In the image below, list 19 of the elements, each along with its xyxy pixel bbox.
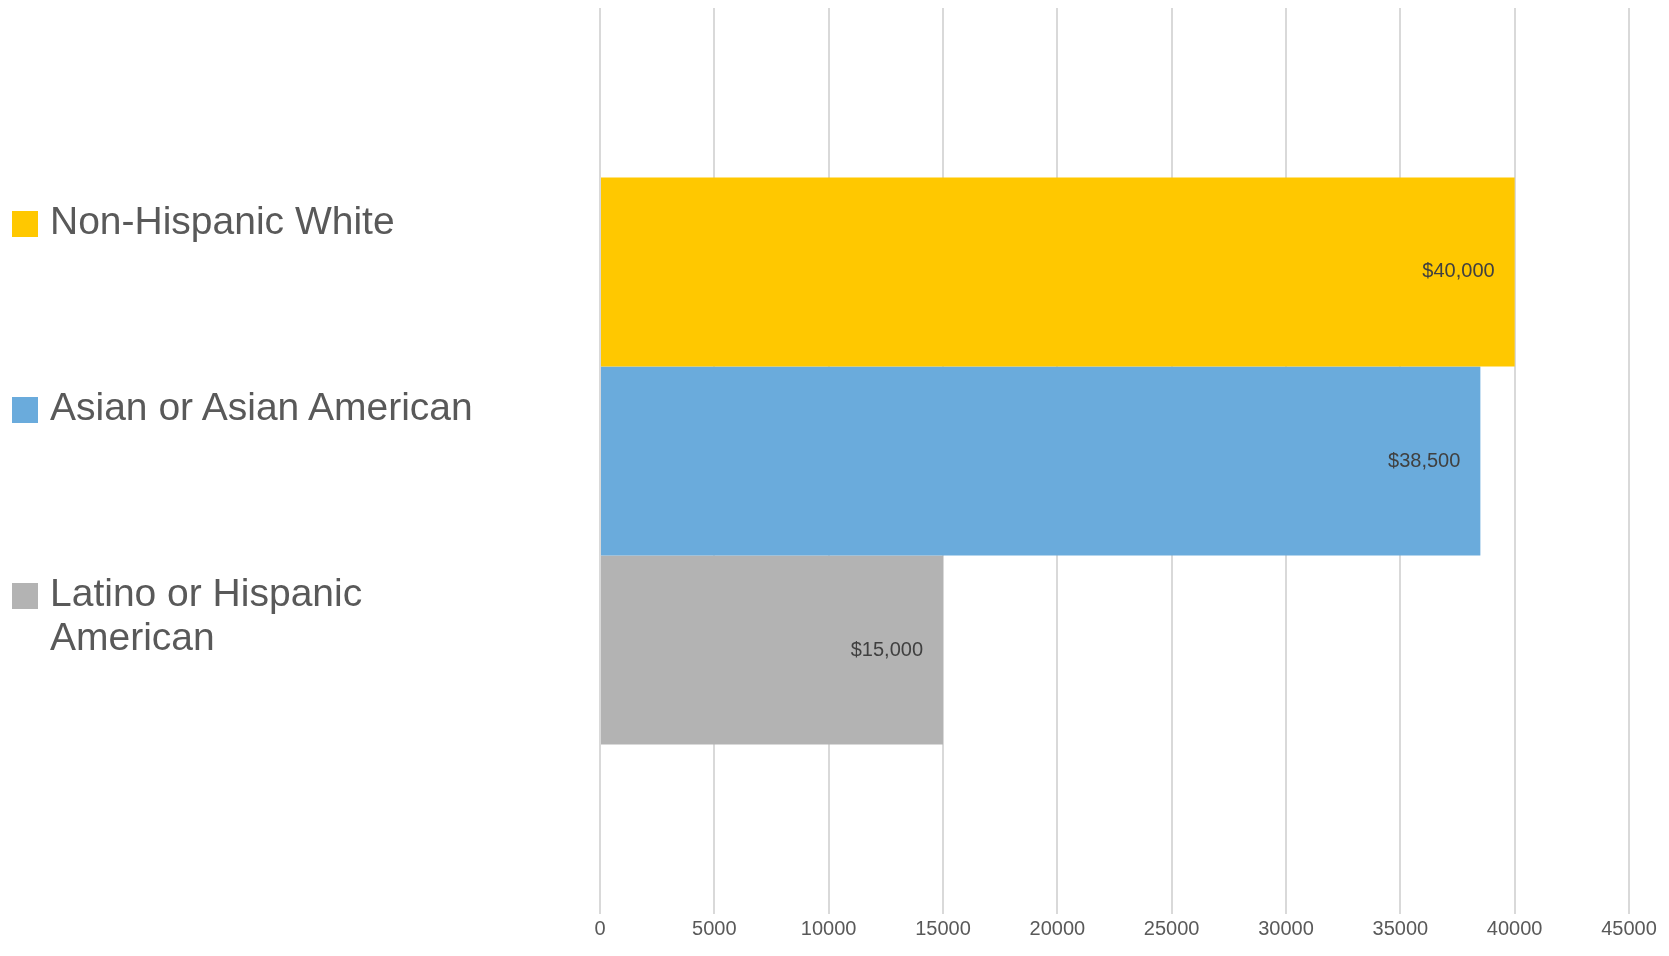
x-tick-label: 0 — [594, 916, 606, 939]
x-tick-label: 25000 — [1143, 916, 1200, 939]
bar — [601, 366, 1481, 556]
data-label: $38,500 — [1388, 448, 1461, 471]
bar — [601, 555, 943, 745]
data-label: $40,000 — [1422, 259, 1495, 282]
x-tick-label: 40000 — [1486, 916, 1543, 939]
legend-label: Asian or Asian American — [50, 385, 473, 429]
x-tick-label: 10000 — [800, 916, 857, 939]
x-tick-label: 20000 — [1029, 916, 1086, 939]
data-label: $15,000 — [850, 637, 923, 660]
x-tick-label: 30000 — [1258, 916, 1314, 939]
x-tick-label: 35000 — [1372, 916, 1429, 939]
legend-label: Latino or Hispanic American — [50, 571, 364, 659]
x-tick-label: 5000 — [692, 916, 737, 939]
x-tick-label: 45000 — [1601, 916, 1657, 939]
legend-label: Non-Hispanic White — [50, 199, 395, 243]
x-tick-label: 15000 — [915, 916, 971, 939]
bar — [601, 177, 1515, 367]
